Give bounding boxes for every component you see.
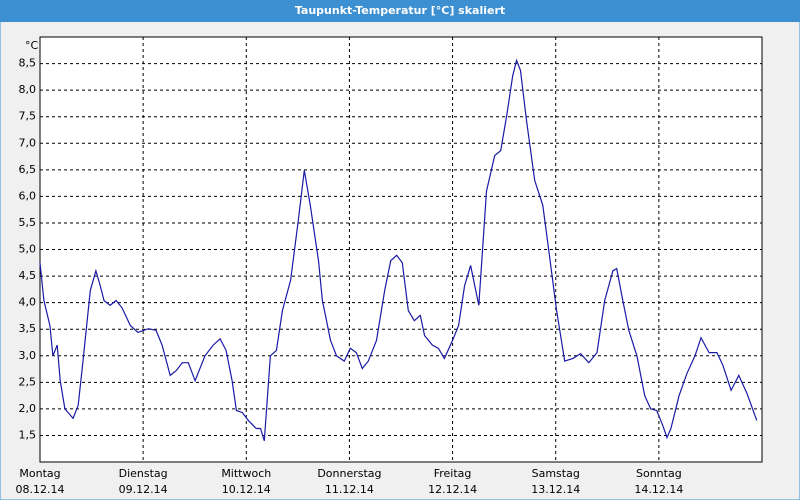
x-tick-date: 13.12.14 <box>531 483 580 496</box>
data-line <box>39 58 758 441</box>
x-tick-label: Dienstag <box>119 467 168 480</box>
y-tick-label: 1,5 <box>19 428 37 441</box>
y-tick-label: 7,5 <box>19 110 37 123</box>
x-tick-date: 11.12.14 <box>325 483 374 496</box>
y-tick-label: 5,0 <box>19 243 37 256</box>
x-tick-label: Mittwoch <box>221 467 271 480</box>
title-bar <box>0 0 800 22</box>
x-tick-date: 08.12.14 <box>16 483 65 496</box>
y-tick-label: 2,5 <box>19 375 37 388</box>
x-tick-date: 10.12.14 <box>222 483 271 496</box>
x-tick-label: Donnerstag <box>317 467 381 480</box>
y-tick-label: 8,5 <box>19 57 37 70</box>
y-tick-label: 4,0 <box>19 296 37 309</box>
y-tick-label: 3,0 <box>19 349 37 362</box>
y-unit: °C <box>25 39 39 52</box>
x-tick-label: Samstag <box>532 467 580 480</box>
x-tick-date: 09.12.14 <box>119 483 168 496</box>
y-tick-label: 5,5 <box>19 216 37 229</box>
y-tick-label: 6,5 <box>19 163 37 176</box>
x-tick-date: 14.12.14 <box>634 483 683 496</box>
y-tick-label: 4,5 <box>19 269 37 282</box>
x-tick-label: Montag <box>19 467 60 480</box>
y-tick-label: 8,0 <box>19 83 37 96</box>
y-tick-label: 3,5 <box>19 322 37 335</box>
x-tick-label: Freitag <box>434 467 472 480</box>
y-tick-label: 7,0 <box>19 136 37 149</box>
x-tick-date: 12.12.14 <box>428 483 477 496</box>
x-tick-label: Sonntag <box>636 467 682 480</box>
y-tick-label: 6,0 <box>19 189 37 202</box>
y-tick-label: 2,0 <box>19 402 37 415</box>
chart-title: Taupunkt-Temperatur [°C] skaliert <box>295 4 505 17</box>
